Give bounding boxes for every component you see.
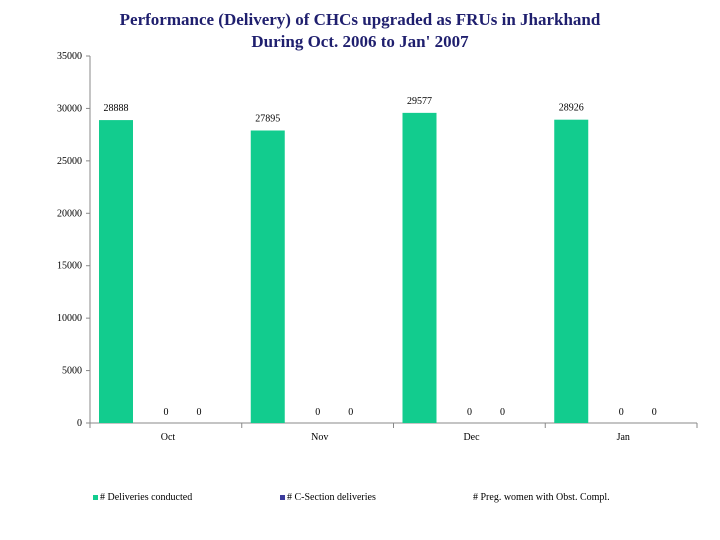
legend-label-deliveries: # Deliveries conducted — [100, 492, 193, 503]
data-label: 0 — [467, 407, 472, 418]
y-tick-label: 5000 — [62, 366, 82, 377]
data-label: 27895 — [255, 114, 280, 125]
x-category-label: Nov — [311, 432, 328, 443]
data-label: 0 — [348, 407, 353, 418]
legend-item-obst-compl: # Preg. women with Obst. Compl. — [466, 492, 610, 503]
chart-title-line-1: Performance (Delivery) of CHCs upgraded … — [119, 10, 601, 29]
y-tick-label: 0 — [77, 418, 82, 429]
data-label: 29577 — [407, 96, 432, 107]
bar-oct-series-0 — [99, 120, 133, 423]
legend-label-obst-compl: # Preg. women with Obst. Compl. — [473, 492, 610, 503]
data-label: 0 — [500, 407, 505, 418]
x-category-label: Dec — [463, 432, 480, 443]
bar-jan-series-0 — [554, 119, 589, 423]
data-label: 0 — [652, 407, 657, 418]
data-label: 0 — [619, 407, 624, 418]
legend-swatch-obst-compl — [466, 495, 471, 500]
bar-dec-series-0 — [402, 112, 437, 424]
y-tick-label: 30000 — [57, 103, 82, 114]
y-tick-label: 35000 — [57, 51, 82, 62]
data-label: 0 — [315, 407, 320, 418]
y-tick-label: 25000 — [57, 156, 82, 167]
legend-item-c-section: # C-Section deliveries — [280, 492, 376, 503]
data-label: 0 — [164, 407, 169, 418]
legend-item-deliveries: # Deliveries conducted — [93, 492, 192, 503]
x-category-label: Oct — [161, 432, 176, 443]
legend-swatch-c-section — [280, 495, 285, 500]
y-tick-label: 20000 — [57, 208, 82, 219]
legend-swatch-deliveries — [93, 495, 98, 500]
data-label: 28888 — [104, 103, 129, 114]
y-tick-label: 15000 — [57, 261, 82, 272]
bar-nov-series-0 — [250, 130, 285, 423]
y-tick-label: 10000 — [57, 313, 82, 324]
x-category-label: Jan — [617, 432, 630, 443]
legend-label-c-section: # C-Section deliveries — [287, 492, 376, 503]
data-label: 0 — [197, 407, 202, 418]
chart-title-line-2: During Oct. 2006 to Jan' 2007 — [251, 32, 469, 51]
data-label: 28926 — [559, 103, 584, 114]
